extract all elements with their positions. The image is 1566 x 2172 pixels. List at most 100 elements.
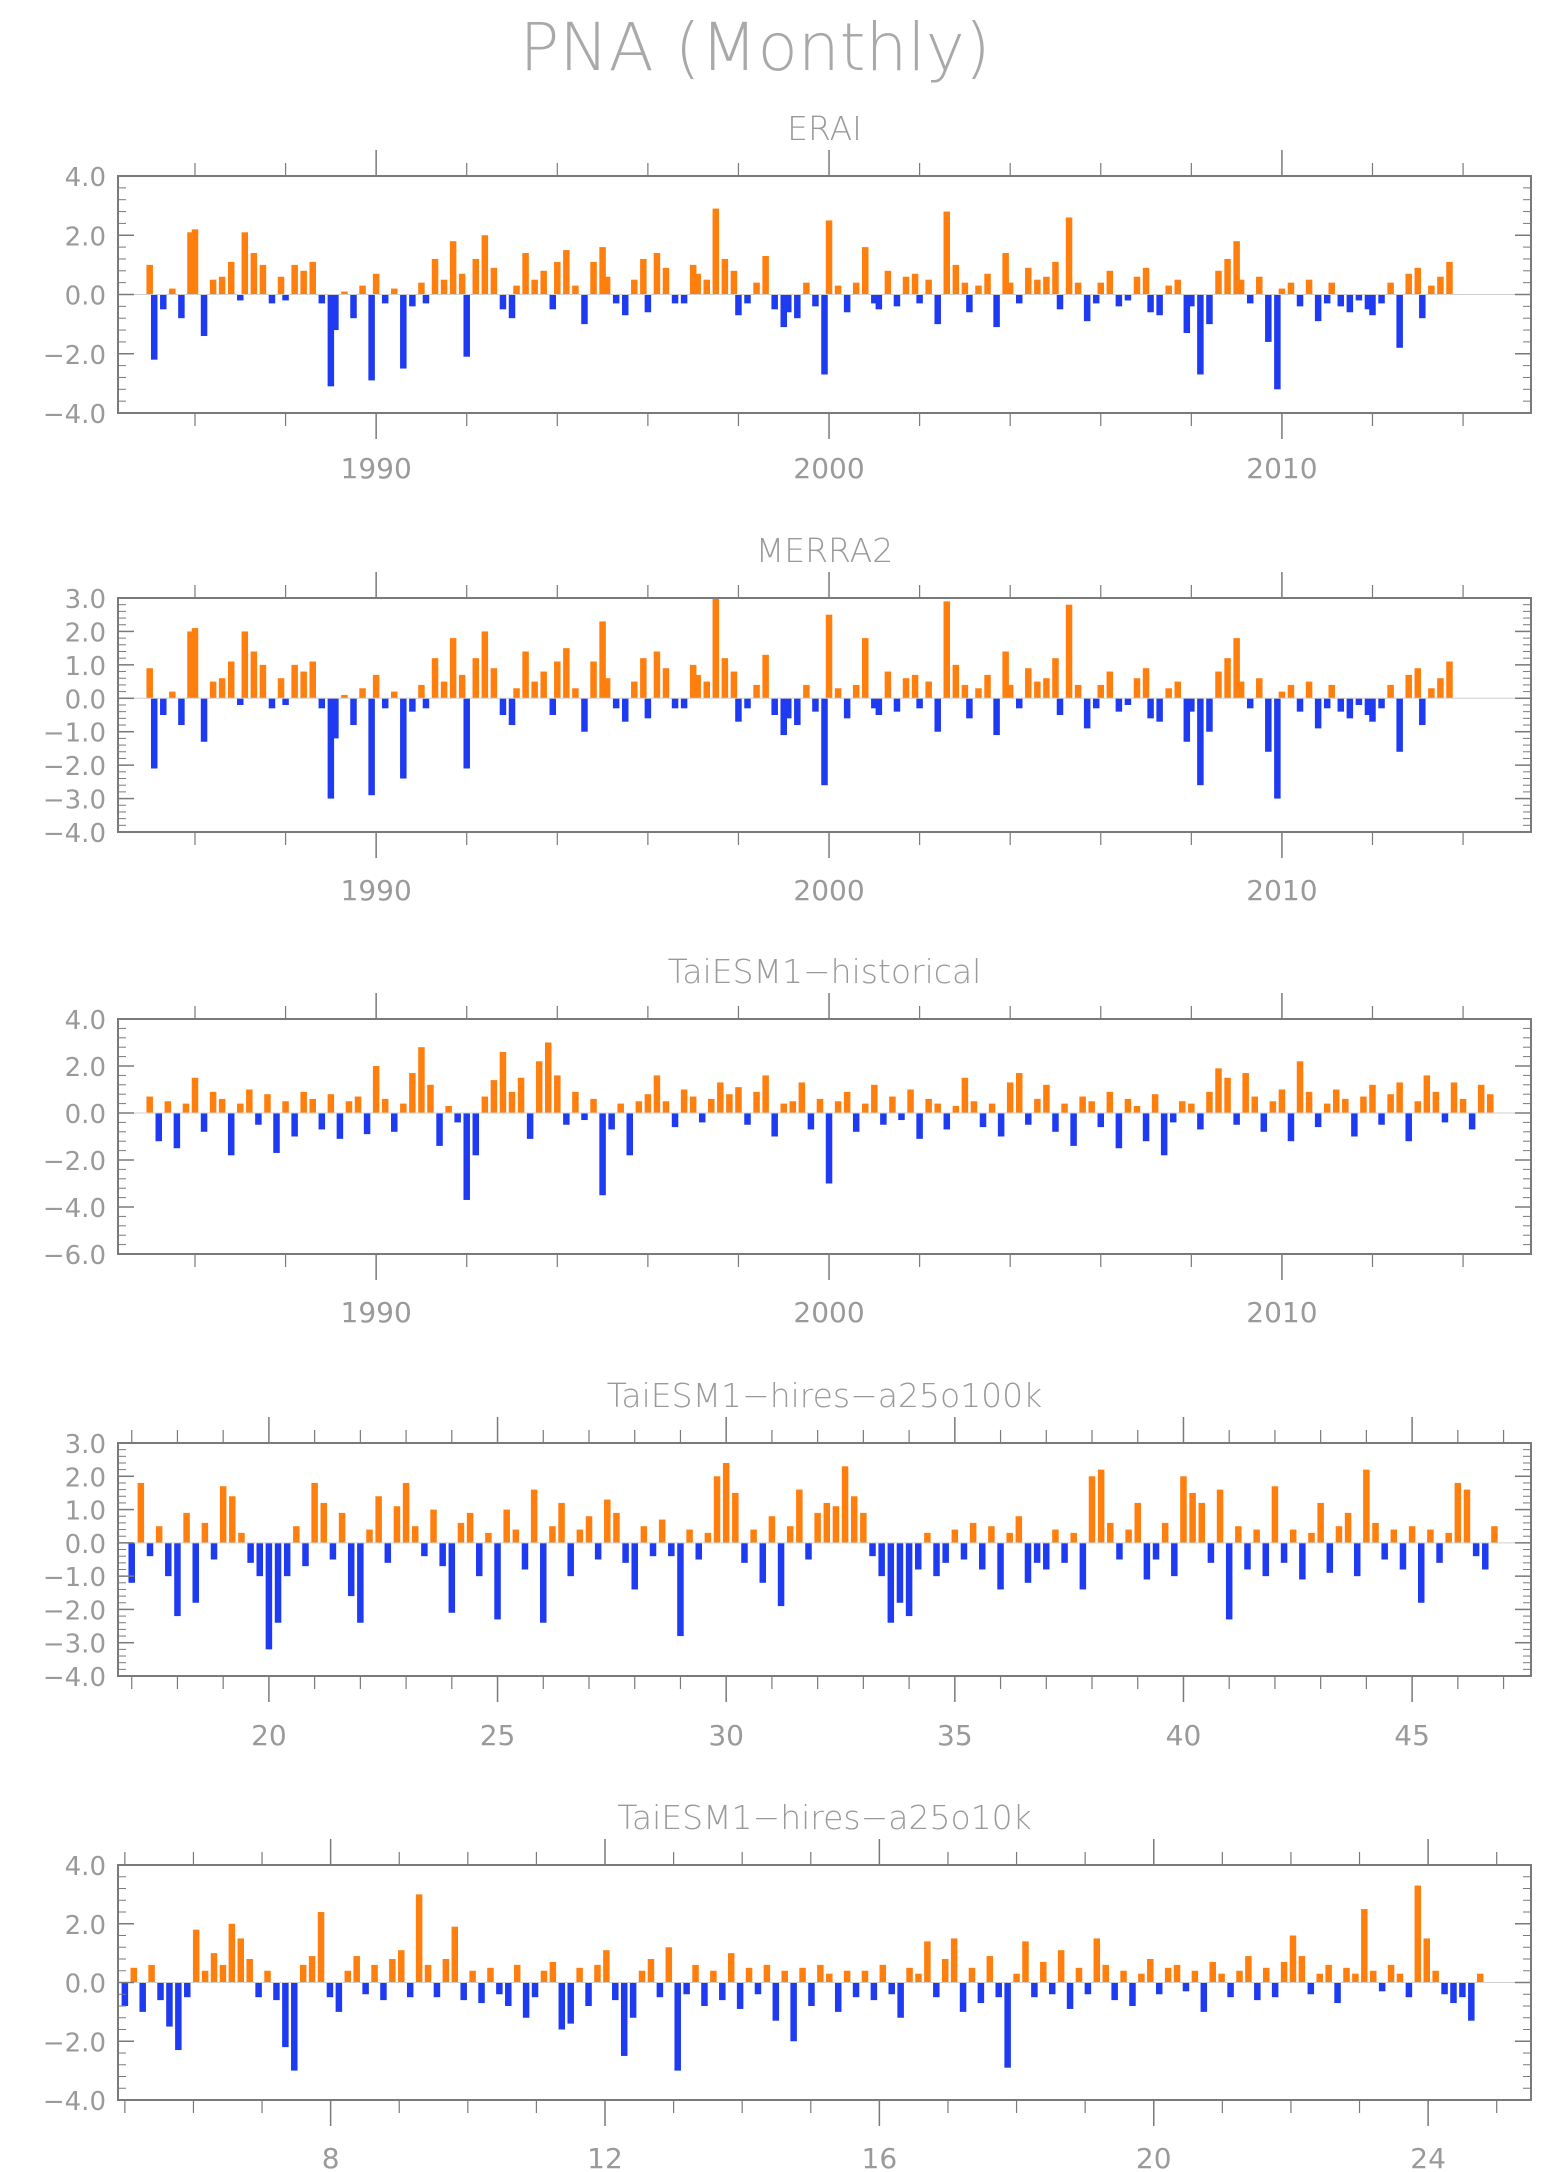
- y-tick-label: 3.0: [65, 1430, 106, 1460]
- bar-positive: [418, 1047, 425, 1113]
- bar-negative: [1274, 294, 1281, 390]
- bar-positive: [391, 691, 398, 699]
- bar-positive: [727, 1953, 735, 1983]
- bar-negative: [1188, 294, 1195, 307]
- bar-negative: [893, 294, 901, 307]
- bar-positive: [183, 1512, 190, 1543]
- bar-negative: [476, 1542, 483, 1577]
- bar-positive: [768, 1516, 776, 1543]
- bar-positive: [544, 1042, 552, 1113]
- bar-negative: [318, 294, 326, 304]
- bar-positive: [884, 270, 892, 295]
- bar-positive: [554, 1075, 561, 1113]
- bar-positive: [1133, 276, 1141, 295]
- bar-negative: [671, 698, 679, 709]
- bar-negative: [671, 294, 679, 304]
- bar-positive: [1278, 1089, 1286, 1113]
- bar-positive: [466, 1512, 474, 1543]
- bar-positive: [1106, 270, 1114, 295]
- bar-positive: [1173, 1964, 1181, 1983]
- bar-positive: [1189, 1492, 1196, 1543]
- bar-negative: [146, 1542, 154, 1557]
- bar-negative: [368, 294, 375, 381]
- bar-negative: [1472, 1542, 1480, 1557]
- bar-positive: [786, 1526, 794, 1543]
- bar-negative: [1183, 294, 1191, 334]
- bar-positive: [969, 1522, 977, 1543]
- x-tick-label: 30: [708, 1719, 744, 1752]
- bar-negative: [336, 1113, 344, 1139]
- bar-negative: [291, 1982, 298, 2071]
- bar-negative: [282, 294, 289, 301]
- bar-positive: [237, 1103, 244, 1113]
- bar-negative: [1307, 1982, 1315, 1995]
- x-tick-label: 2010: [1246, 874, 1317, 907]
- bar-negative: [771, 294, 778, 310]
- bar-positive: [540, 1970, 548, 1983]
- bar-negative: [1378, 1113, 1385, 1125]
- bar-negative: [695, 1542, 702, 1560]
- y-tick-label: −1.0: [43, 719, 106, 749]
- bar-negative: [631, 1542, 638, 1590]
- bar-positive: [210, 1953, 218, 1983]
- bar-negative: [621, 698, 629, 722]
- bar-positive: [400, 1103, 407, 1113]
- bar-positive: [1107, 1522, 1114, 1543]
- x-tick-label: 1990: [341, 874, 412, 907]
- bar-negative: [869, 1542, 876, 1557]
- bar-positive: [653, 1075, 661, 1113]
- bar-negative: [612, 1982, 619, 2001]
- bar-positive: [440, 681, 448, 699]
- bar-negative: [567, 1542, 574, 1577]
- bar-positive: [692, 1964, 699, 1983]
- bar-negative: [966, 698, 973, 719]
- bar-positive: [694, 674, 701, 699]
- bar-positive: [726, 1094, 733, 1113]
- bar-positive: [291, 264, 298, 295]
- bar-positive: [1463, 1489, 1471, 1543]
- bar-positive: [1134, 1502, 1141, 1543]
- bar-negative: [843, 698, 851, 719]
- bar-negative: [166, 1982, 173, 2027]
- bar-negative: [1459, 1982, 1466, 1998]
- bar-positive: [1006, 1082, 1014, 1113]
- bar-negative: [914, 1542, 922, 1570]
- bar-negative: [794, 698, 801, 726]
- bar-positive: [924, 1941, 931, 1983]
- bar-positive: [1245, 1956, 1252, 1983]
- bar-negative: [1025, 1113, 1032, 1125]
- bar-positive: [1013, 1973, 1020, 1983]
- bar-positive: [201, 1522, 209, 1543]
- bar-negative: [780, 698, 787, 736]
- bar-positive: [472, 658, 480, 699]
- y-tick-label: 2.0: [65, 1463, 106, 1493]
- bar-positive: [689, 664, 697, 699]
- bar-negative: [433, 1982, 441, 1998]
- bar-positive: [753, 1091, 760, 1113]
- bar-positive: [219, 1964, 227, 1983]
- x-tick-label: 2010: [1246, 1296, 1317, 1329]
- bar-positive: [951, 1529, 959, 1543]
- bar-negative: [1183, 698, 1191, 742]
- bar-negative: [777, 1542, 785, 1607]
- bar-positive: [481, 1096, 489, 1113]
- bar-positive: [1476, 1973, 1484, 1983]
- bar-positive: [617, 1103, 624, 1113]
- bar-negative: [347, 1542, 355, 1597]
- bar-negative: [821, 698, 828, 786]
- bar-negative: [620, 1982, 628, 2056]
- bar-negative: [384, 1542, 392, 1563]
- bar-negative: [499, 294, 507, 310]
- bar-negative: [979, 1113, 987, 1128]
- bar-positive: [1335, 1526, 1343, 1543]
- bar-negative: [1124, 294, 1132, 301]
- bar-positive: [451, 1926, 459, 1983]
- y-tick-label: −4.0: [43, 2087, 106, 2117]
- bar-negative: [200, 1113, 208, 1132]
- bar-positive: [191, 1077, 199, 1113]
- panel-title: TaiESM1−historical: [668, 952, 982, 991]
- bar-negative: [1323, 294, 1331, 304]
- bar-negative: [959, 1982, 967, 2012]
- bar-negative: [463, 1113, 470, 1200]
- bar-negative: [735, 698, 742, 722]
